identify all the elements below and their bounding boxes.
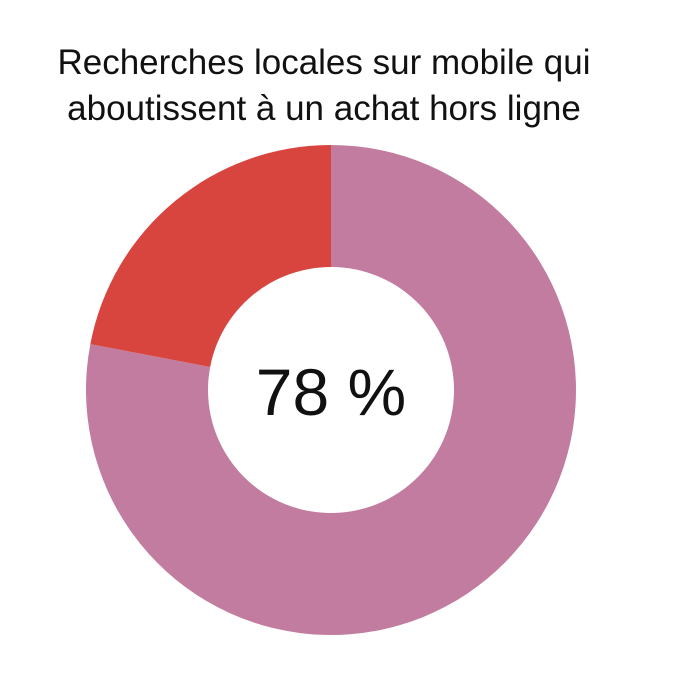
donut-slices	[86, 145, 577, 635]
donut-slice-2	[90, 145, 331, 367]
chart-title-line-1: Recherches locales sur mobile qui	[57, 43, 591, 82]
chart-title-line-2: aboutissent à un achat hors ligne	[67, 89, 581, 128]
donut-center-label: 78 %	[256, 355, 406, 429]
donut-slice-1	[86, 145, 577, 635]
chart-title: Recherches locales sur mobile qui abouti…	[0, 40, 648, 132]
